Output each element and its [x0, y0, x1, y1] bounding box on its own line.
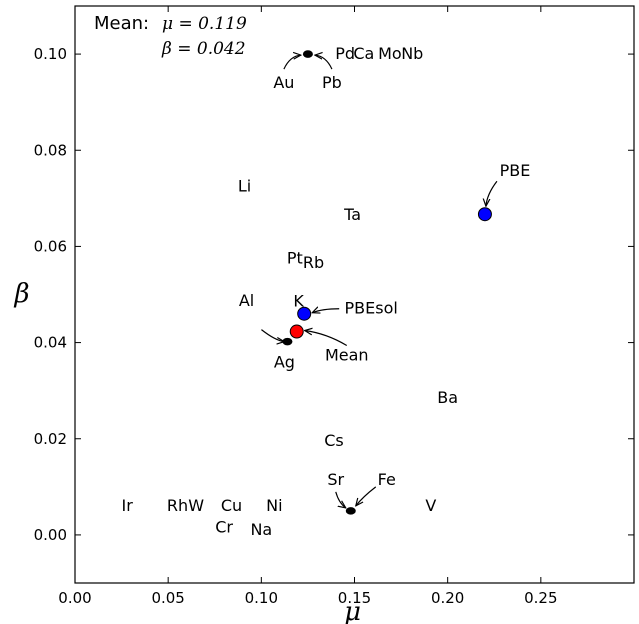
element-label-pb: Pb: [322, 73, 342, 92]
mean-box-beta: β = 0.042: [161, 39, 246, 59]
functional-label-pbe: PBE: [500, 161, 531, 180]
element-label-nb: Nb: [401, 44, 423, 63]
functional-label-pbesol: PBEsol: [345, 299, 398, 318]
element-label-cs: Cs: [324, 431, 344, 450]
element-label-na: Na: [250, 520, 272, 539]
element-label-v: V: [425, 496, 436, 515]
element-label-ni: Ni: [266, 496, 282, 515]
y-tick-label: 0.04: [34, 334, 67, 352]
functional-point-pbe: [477, 207, 492, 222]
y-axis-label: β: [13, 279, 29, 309]
x-tick-label: 0.05: [151, 589, 184, 607]
functional-point-mean: [289, 324, 304, 339]
element-label-pd: Pd: [335, 44, 355, 63]
arrow-al: [261, 329, 284, 342]
element-label-pt: Pt: [287, 248, 303, 267]
arrow-au: [283, 55, 301, 70]
y-tick-label: 0.02: [34, 430, 67, 448]
element-marker: [345, 507, 356, 515]
mean-box-prefix: Mean:: [94, 13, 149, 34]
mean-box-mu: μ = 0.119: [162, 14, 247, 34]
element-label-rh: Rh: [167, 496, 188, 515]
element-label-mo: Mo: [378, 44, 402, 63]
element-label-ta: Ta: [343, 205, 361, 224]
y-tick-label: 0.10: [34, 45, 67, 63]
arrow-pbesol: [312, 309, 340, 313]
element-label-rb: Rb: [303, 253, 324, 272]
functional-label-mean: Mean: [325, 346, 369, 365]
element-label-k: K: [293, 292, 304, 311]
element-label-w: W: [188, 496, 204, 515]
element-label-ba: Ba: [437, 388, 458, 407]
x-tick-label: 0.15: [338, 589, 371, 607]
element-marker: [302, 50, 313, 58]
element-label-al: Al: [239, 291, 254, 310]
plot-frame: [74, 5, 635, 584]
y-tick-label: 0.08: [34, 141, 67, 159]
arrow-sr: [335, 491, 346, 508]
element-label-ir: Ir: [122, 496, 134, 515]
element-label-cr: Cr: [215, 518, 233, 537]
element-label-sr: Sr: [327, 470, 344, 489]
y-tick-label: 0.00: [34, 526, 67, 544]
y-tick-label: 0.06: [34, 237, 67, 255]
x-tick-label: 0.20: [431, 589, 464, 607]
element-label-cu: Cu: [221, 496, 242, 515]
x-axis-label: μ: [344, 597, 361, 624]
x-tick-label: 0.00: [58, 589, 91, 607]
arrow-fe: [356, 486, 377, 506]
functional-point-pbesol: [297, 306, 312, 321]
x-tick-label: 0.10: [245, 589, 278, 607]
element-label-li: Li: [238, 176, 251, 195]
element-label-ag: Ag: [274, 353, 295, 372]
arrow-pb: [315, 55, 333, 70]
x-tick-label: 0.25: [524, 589, 557, 607]
arrow-mean: [305, 331, 348, 347]
element-label-ca: Ca: [353, 44, 374, 63]
element-label-au: Au: [273, 73, 294, 92]
arrow-pbe: [486, 180, 498, 206]
element-label-fe: Fe: [378, 470, 396, 489]
